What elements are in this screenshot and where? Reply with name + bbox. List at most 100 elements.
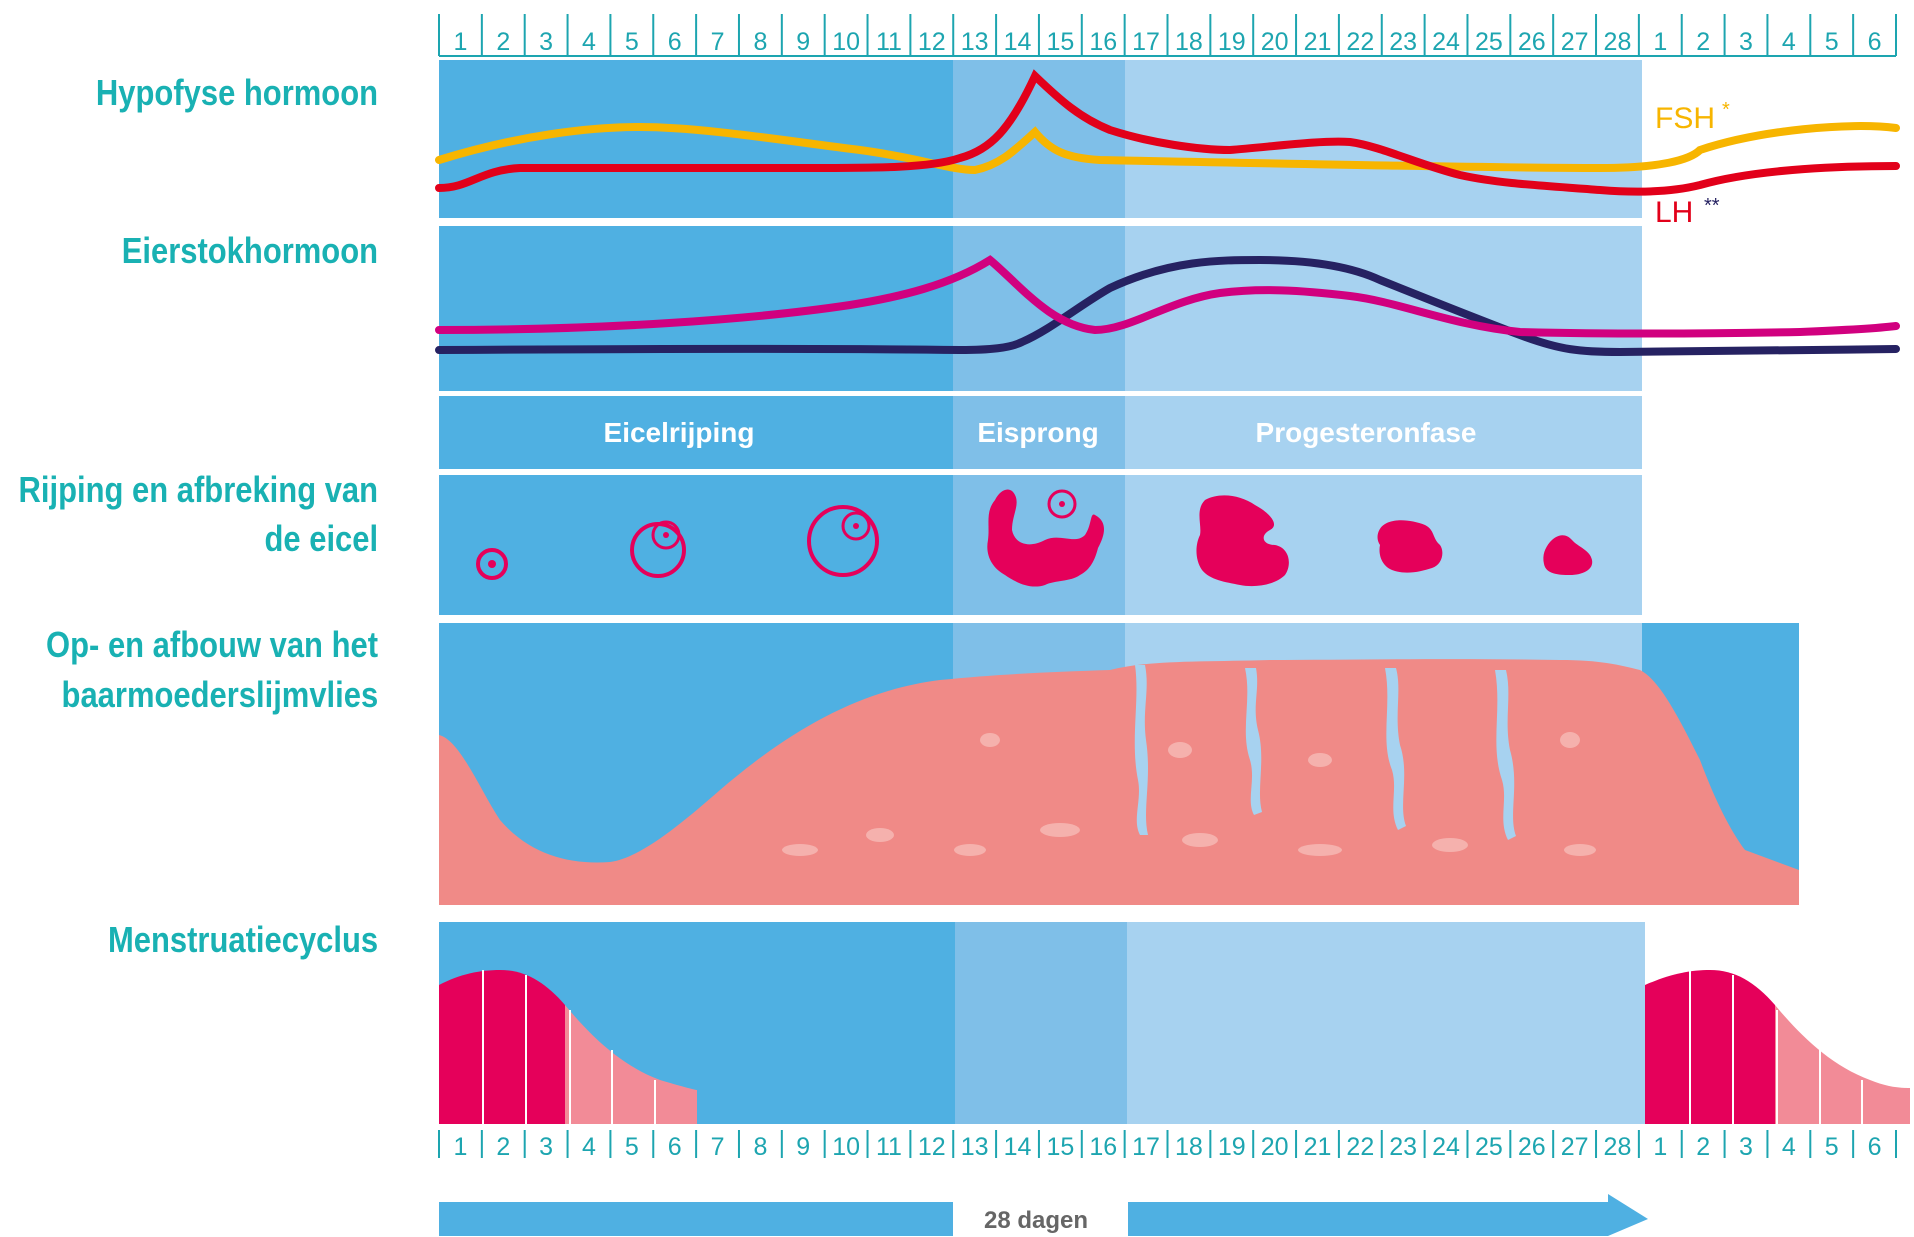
bottom-day-cycle-day-7: 7 — [711, 1133, 725, 1161]
phase-label-progesterone: Progesteronfase — [1256, 417, 1477, 448]
menstruation-panel — [439, 922, 1910, 1124]
phase-band: Eicelrijping Eisprong Progesteronfase — [439, 396, 1642, 469]
top-day-cycle-day-16: 16 — [1089, 28, 1117, 56]
top-day-cycle-day-19: 19 — [1218, 28, 1246, 56]
bottom-day-cycle-day-5: 5 — [625, 1133, 639, 1161]
top-day-cycle-day-25: 25 — [1475, 28, 1503, 56]
top-day-next-cycle-day-6: 6 — [1868, 28, 1882, 56]
bottom-day-scale: 1 2 3 4 5 6 7 8 9 10 11 12 13 14 15 16 17 18 19 20 21 22 23 24 2… — [438, 1130, 1897, 1161]
fsh-footnote-mark: * — [1722, 99, 1730, 121]
bottom-day-cycle-day-16: 16 — [1089, 1133, 1117, 1161]
top-day-cycle-day-7: 7 — [711, 28, 725, 56]
label-uterine-lining-line1: Op- en afbouw van het — [46, 624, 378, 665]
bottom-day-cycle-day-10: 10 — [832, 1133, 860, 1161]
top-day-cycle-day-26: 26 — [1518, 28, 1546, 56]
top-day-cycle-day-20: 20 — [1261, 28, 1289, 56]
panel-bg-phase1 — [439, 226, 953, 391]
top-day-cycle-day-1: 1 — [453, 28, 467, 56]
follicle-large — [807, 505, 879, 577]
top-day-cycle-day-2: 2 — [496, 28, 510, 56]
bottom-day-cycle-day-26: 26 — [1518, 1133, 1546, 1161]
top-day-cycle-day-11: 11 — [876, 28, 902, 56]
label-egg-maturation-line1: Rijping en afbreking van — [18, 469, 378, 510]
bottom-day-cycle-day-12: 12 — [918, 1133, 946, 1161]
top-day-cycle-day-28: 28 — [1604, 28, 1632, 56]
top-day-next-cycle-day-5: 5 — [1825, 28, 1839, 56]
progesterone-curve — [435, 255, 1900, 357]
panel-bg-phase3 — [1125, 226, 1642, 391]
top-day-cycle-day-27: 27 — [1561, 28, 1589, 56]
bottom-day-cycle-day-15: 15 — [1046, 1133, 1074, 1161]
label-uterine-lining-line2: baarmoederslijmvlies — [61, 674, 378, 715]
endometrium-glands — [1134, 665, 1516, 840]
endometrium-fragments — [782, 732, 1596, 856]
released-egg — [1047, 489, 1077, 519]
bottom-day-cycle-day-25: 25 — [1475, 1133, 1503, 1161]
top-day-cycle-day-6: 6 — [668, 28, 682, 56]
menstruation-day-dividers — [482, 970, 1863, 1124]
bottom-day-cycle-day-9: 9 — [796, 1133, 810, 1161]
bottom-day-next-cycle-day-3: 3 — [1739, 1133, 1753, 1161]
bottom-day-cycle-day-8: 8 — [753, 1133, 767, 1161]
top-day-cycle-day-21: 21 — [1304, 28, 1332, 56]
top-day-scale: 1 2 3 4 5 6 7 8 9 10 11 12 13 14 15 16 17 18 19 20 21 22 23 24 2… — [438, 14, 1897, 57]
bottom-day-cycle-day-18: 18 — [1175, 1133, 1203, 1161]
bottom-day-next-cycle-day-6: 6 — [1868, 1133, 1882, 1161]
top-day-cycle-day-10: 10 — [832, 28, 860, 56]
bottom-day-cycle-day-23: 23 — [1389, 1133, 1417, 1161]
bottom-day-cycle-day-14: 14 — [1004, 1133, 1032, 1161]
top-day-cycle-day-24: 24 — [1432, 28, 1460, 56]
bottom-day-cycle-day-17: 17 — [1132, 1133, 1160, 1161]
menstruation-bleeding-heavy — [439, 970, 567, 1124]
phase-band-bg-phase1 — [439, 396, 953, 469]
phase-label-ovulation: Eisprong — [977, 417, 1098, 448]
bottom-day-cycle-day-11: 11 — [876, 1133, 902, 1161]
uterine-lining-panel — [439, 623, 1799, 905]
bottom-day-cycle-day-20: 20 — [1261, 1133, 1289, 1161]
bottom-day-cycle-day-13: 13 — [961, 1133, 989, 1161]
bottom-day-cycle-day-28: 28 — [1604, 1133, 1632, 1161]
bottom-day-next-cycle-day-5: 5 — [1825, 1133, 1839, 1161]
phase-band-bg-phase2 — [953, 396, 1125, 469]
fsh-curve — [435, 122, 1900, 175]
estrogen-curve — [435, 255, 1900, 338]
bottom-day-next-cycle-day-4: 4 — [1782, 1133, 1796, 1161]
top-day-numbers: 1 2 3 4 5 6 7 8 9 10 11 12 13 14 15 16 17 18 19 20 21 22 23 24 2… — [453, 28, 1881, 56]
bottom-day-cycle-day-19: 19 — [1218, 1133, 1246, 1161]
top-day-next-cycle-day-3: 3 — [1739, 28, 1753, 56]
follicle-medium — [630, 520, 686, 578]
top-day-cycle-day-4: 4 — [582, 28, 596, 56]
corpus-luteum-medium — [1377, 520, 1443, 573]
label-egg-maturation-line2: de eicel — [264, 518, 378, 559]
top-day-cycle-day-18: 18 — [1175, 28, 1203, 56]
panel-bg-phase1 — [439, 475, 953, 615]
ruptured-follicle — [987, 489, 1104, 587]
lh-curve — [435, 69, 1900, 196]
bottom-day-cycle-day-1: 1 — [453, 1133, 467, 1161]
label-ovarian-hormone: Eierstokhormoon — [121, 230, 378, 271]
corpus-luteum-large — [1196, 495, 1289, 587]
top-day-cycle-day-14: 14 — [1004, 28, 1032, 56]
top-day-cycle-day-17: 17 — [1132, 28, 1160, 56]
panel-bg-phase2 — [955, 922, 1127, 1124]
lh-footnote-mark: ** — [1704, 195, 1720, 217]
label-menstrual-cycle: Menstruatiecyclus — [107, 919, 378, 960]
top-day-cycle-day-8: 8 — [753, 28, 767, 56]
top-day-ticks — [438, 14, 1897, 56]
phase-band-bg-phase3 — [1125, 396, 1642, 469]
bottom-day-cycle-day-21: 21 — [1304, 1133, 1332, 1161]
menstruation-bleeding-light — [565, 1005, 697, 1124]
bottom-day-cycle-day-24: 24 — [1432, 1133, 1460, 1161]
top-day-cycle-day-13: 13 — [961, 28, 989, 56]
next-menstruation-bleeding-light — [1775, 1005, 1910, 1124]
bottom-day-cycle-day-6: 6 — [668, 1133, 682, 1161]
bottom-day-cycle-day-2: 2 — [496, 1133, 510, 1161]
fsh-label: FSH — [1655, 102, 1715, 135]
top-day-cycle-day-15: 15 — [1046, 28, 1074, 56]
panel-bg-phase3 — [1125, 60, 1642, 218]
top-day-cycle-day-9: 9 — [796, 28, 810, 56]
phase-label-egg-maturation: Eicelrijping — [604, 417, 755, 448]
bottom-day-numbers: 1 2 3 4 5 6 7 8 9 10 11 12 13 14 15 16 17 18 19 20 21 22 23 24 2… — [453, 1133, 1881, 1161]
panel-bg-phase3 — [1127, 922, 1645, 1124]
